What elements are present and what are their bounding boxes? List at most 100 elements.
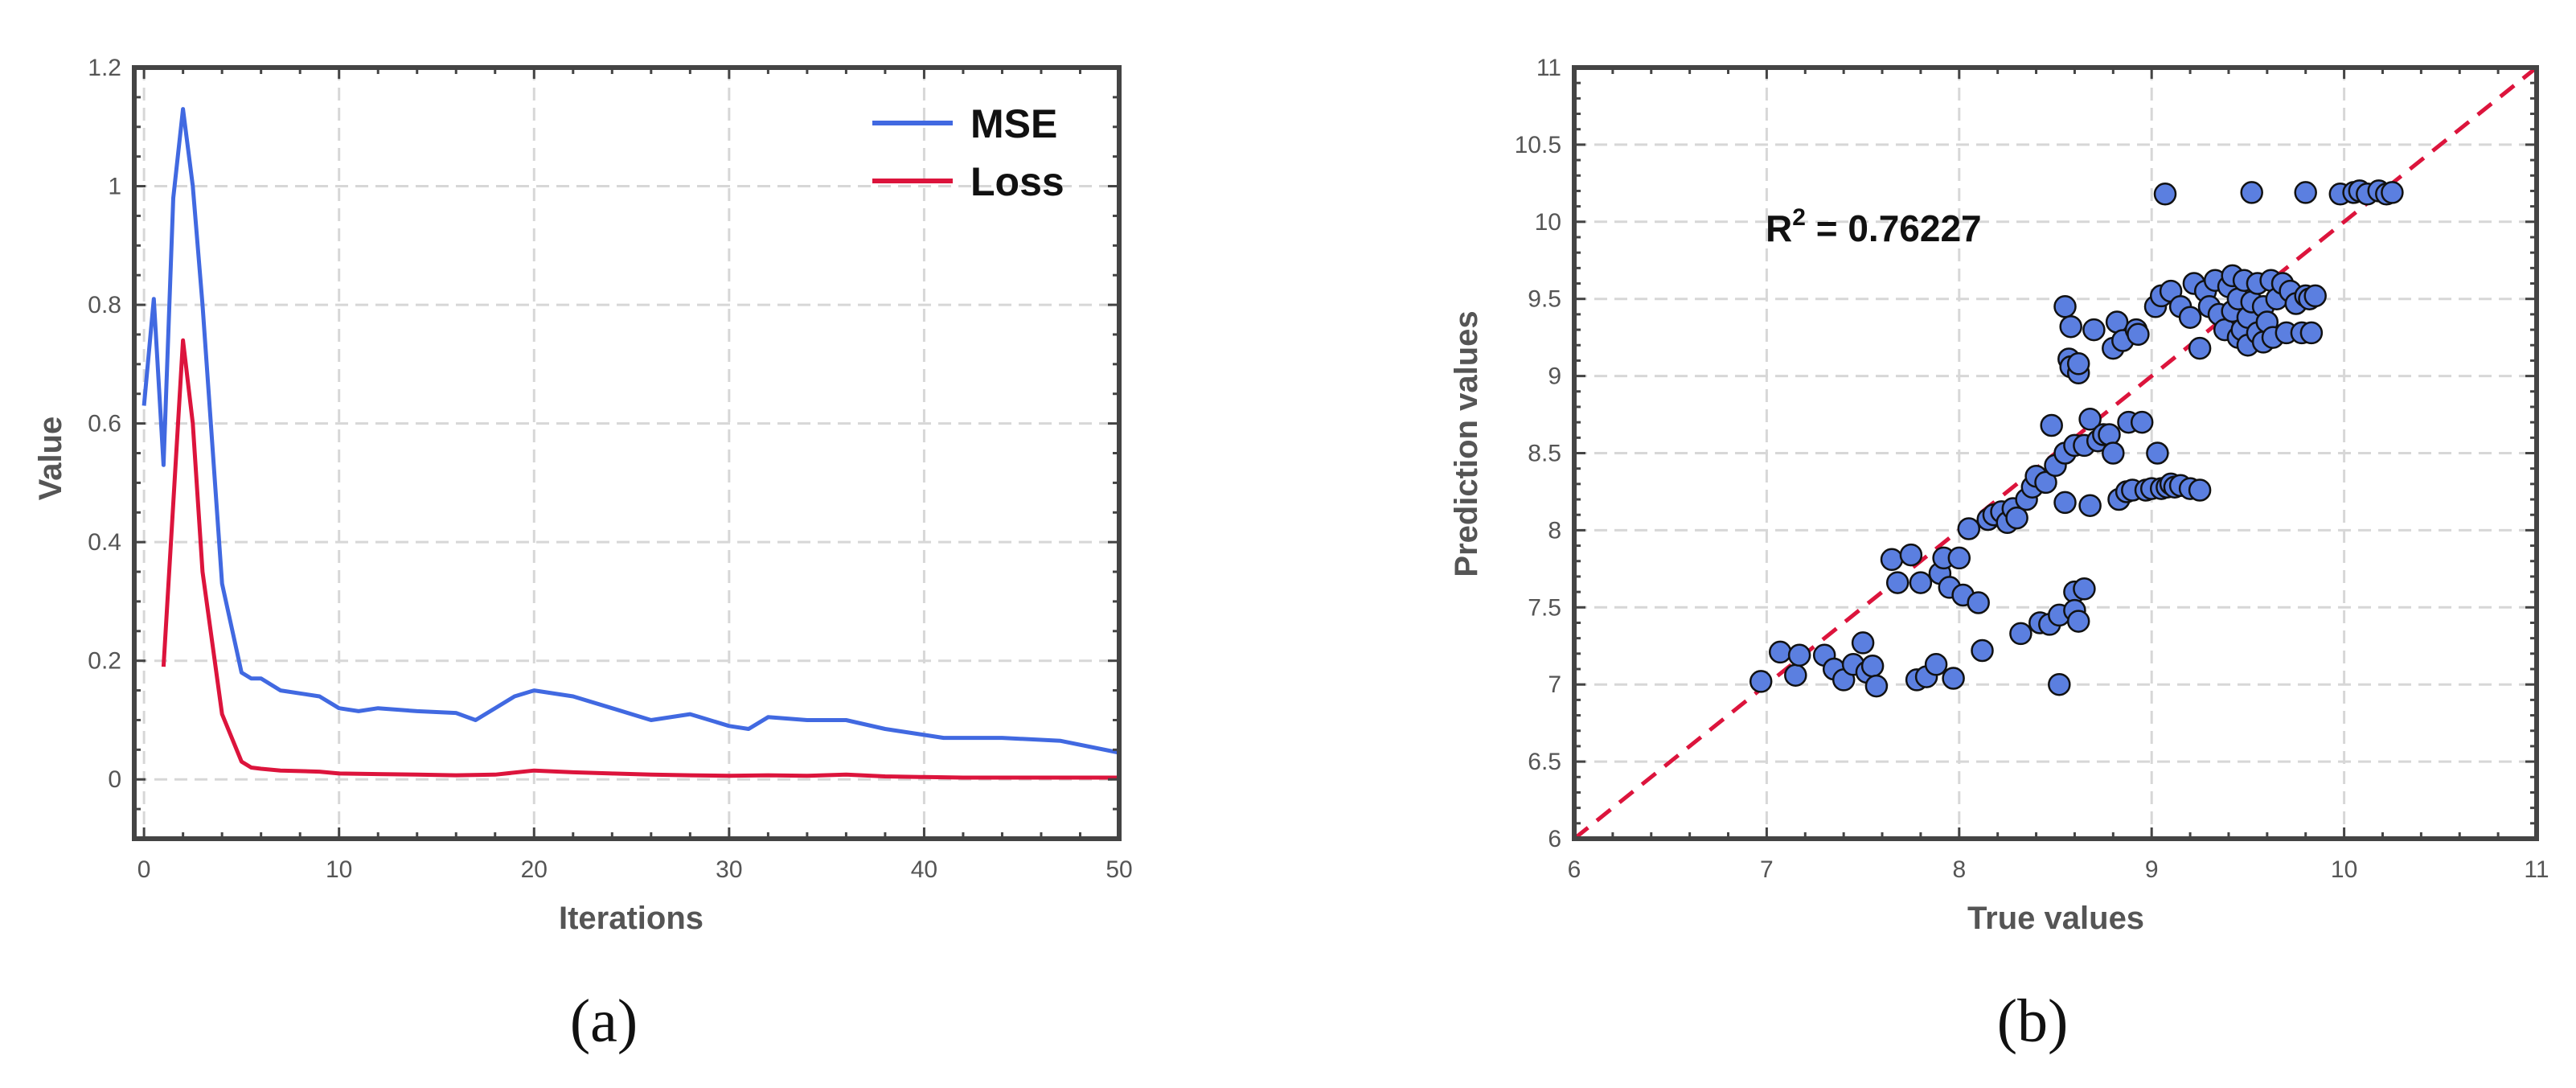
x-tick-label: 9: [2145, 856, 2159, 883]
scatter-point: [1899, 543, 1923, 567]
scatter-point: [2078, 408, 2102, 431]
panel-a-x-tick-labels: 0 10 20 30 40 50: [137, 856, 1133, 883]
y-tick-label: 6: [1548, 826, 1561, 852]
panel-b-minor-ticks: [1573, 66, 2538, 840]
scatter-point: [1787, 643, 1811, 667]
scatter-point: [1947, 546, 1971, 570]
scatter-point: [2066, 610, 2090, 633]
y-tick-label: 0.2: [88, 648, 121, 675]
y-tick-label: 8: [1548, 517, 1561, 544]
scatter-point: [2005, 506, 2028, 530]
y-tick-label: 9: [1548, 363, 1561, 390]
scatter-point: [1942, 667, 1965, 690]
x-tick-label: 30: [716, 856, 742, 883]
y-tick-label: 7.5: [1528, 594, 1561, 621]
y-tick-label: 0.4: [88, 529, 121, 556]
loss-series-line: [161, 338, 1119, 780]
scatter-point: [2053, 491, 2077, 515]
scatter-point: [2127, 322, 2150, 347]
y-tick-label: 9.5: [1528, 286, 1561, 313]
y-tick-label: 1.2: [88, 55, 121, 81]
x-tick-label: 0: [137, 856, 151, 883]
scatter-point: [2040, 413, 2063, 437]
panel-a-y-axis-title: Value: [33, 417, 68, 501]
r-squared-value: = 0.76227: [1806, 207, 1982, 249]
scatter-point: [1971, 638, 1994, 663]
y-tick-label: 7: [1548, 671, 1561, 698]
y-tick-label: 10: [1535, 209, 1561, 236]
x-tick-label: 7: [1760, 856, 1774, 883]
mse-series-line: [142, 107, 1120, 755]
scatter-point: [1768, 640, 1792, 664]
scatter-point: [2299, 321, 2324, 345]
x-tick-label: 20: [521, 856, 548, 883]
panel-b-label: (b): [1997, 987, 2069, 1055]
scatter-point: [1909, 571, 1933, 594]
panel-a-label: (a): [570, 987, 638, 1055]
r-squared-base: R: [1766, 207, 1792, 249]
x-tick-label: 11: [2524, 856, 2549, 883]
scatter-point: [2146, 441, 2169, 465]
panel-a-x-axis-title: Iterations: [559, 901, 703, 936]
scatter-point: [2053, 295, 2077, 318]
scatter-point: [2073, 577, 2096, 601]
scatter-point: [2034, 470, 2057, 495]
scatter-point: [2066, 352, 2090, 376]
scatter-point: [1957, 517, 1981, 540]
panel-b-y-tick-labels: 6 6.5 7 7.5 8 8.5 9 9.5 10 10.5 11: [1515, 55, 1561, 852]
y-tick-label: 10.5: [1515, 132, 1561, 158]
scatter-point: [1851, 631, 1875, 655]
scatter-point: [1749, 670, 1773, 693]
scatter-point: [2188, 336, 2212, 360]
scatter-point: [2130, 410, 2154, 434]
panel-a-y-tick-labels: 0 0.2 0.4 0.6 0.8 1 1.2: [88, 55, 121, 793]
panel-a-grid: [134, 68, 1119, 839]
y-tick-label: 0.8: [88, 292, 121, 318]
scatter-point: [2294, 181, 2317, 204]
scatter-point: [2153, 183, 2177, 206]
panel-a-minor-ticks: [134, 66, 1121, 840]
scatter-point: [2082, 318, 2106, 342]
scatter-points: [1749, 179, 2404, 698]
panel-b-scatter-chart: 6 7 8 9 10 11 6 6.5 7 7.5 8 8.5 9 9.5 10 10.5 11 True v…: [1449, 55, 2549, 1055]
r-squared-annotation: R2 = 0.76227: [1766, 204, 1982, 249]
scatter-point: [2303, 284, 2327, 308]
scatter-point: [1784, 663, 1807, 687]
scatter-point: [2048, 672, 2071, 696]
y-tick-label: 8.5: [1528, 441, 1561, 467]
panel-b-x-axis-title: True values: [1967, 901, 2144, 936]
scatter-point: [1880, 548, 1904, 572]
scatter-point: [2059, 314, 2082, 339]
legend-loss-label: Loss: [970, 159, 1064, 204]
x-tick-label: 6: [1568, 856, 1581, 883]
y-tick-label: 0.6: [88, 411, 121, 437]
y-tick-label: 11: [1536, 55, 1561, 81]
scatter-point: [1860, 654, 1885, 678]
scatter-point: [2188, 478, 2212, 502]
scatter-point: [2381, 181, 2404, 204]
panel-b-x-tick-labels: 6 7 8 9 10 11: [1568, 856, 2549, 883]
y-tick-label: 1: [108, 174, 121, 200]
y-tick-label: 6.5: [1528, 749, 1561, 775]
scatter-point: [2240, 181, 2263, 204]
x-tick-label: 10: [2331, 856, 2357, 883]
panel-a-legend: MSE Loss: [872, 101, 1064, 204]
r-squared-superscript: 2: [1792, 204, 1806, 231]
scatter-point: [1967, 591, 1990, 614]
legend-mse-label: MSE: [970, 101, 1057, 146]
scatter-point: [1885, 571, 1909, 594]
scatter-point: [1924, 653, 1948, 676]
scatter-point: [2078, 494, 2102, 517]
scatter-point: [1864, 674, 1889, 698]
x-tick-label: 40: [911, 856, 937, 883]
panel-b-y-axis-title: Prediction values: [1449, 310, 1484, 577]
panel-a-line-chart: 0 10 20 30 40 50 0 0.2 0.4 0.6 0.8 1 1.2 Iterations…: [33, 55, 1133, 1055]
x-tick-label: 10: [326, 856, 352, 883]
scatter-point: [2098, 423, 2121, 446]
scatter-point: [2009, 622, 2032, 646]
y-tick-label: 0: [108, 766, 121, 793]
x-tick-label: 8: [1952, 856, 1966, 883]
x-tick-label: 50: [1105, 856, 1132, 883]
scatter-point: [2102, 441, 2125, 465]
